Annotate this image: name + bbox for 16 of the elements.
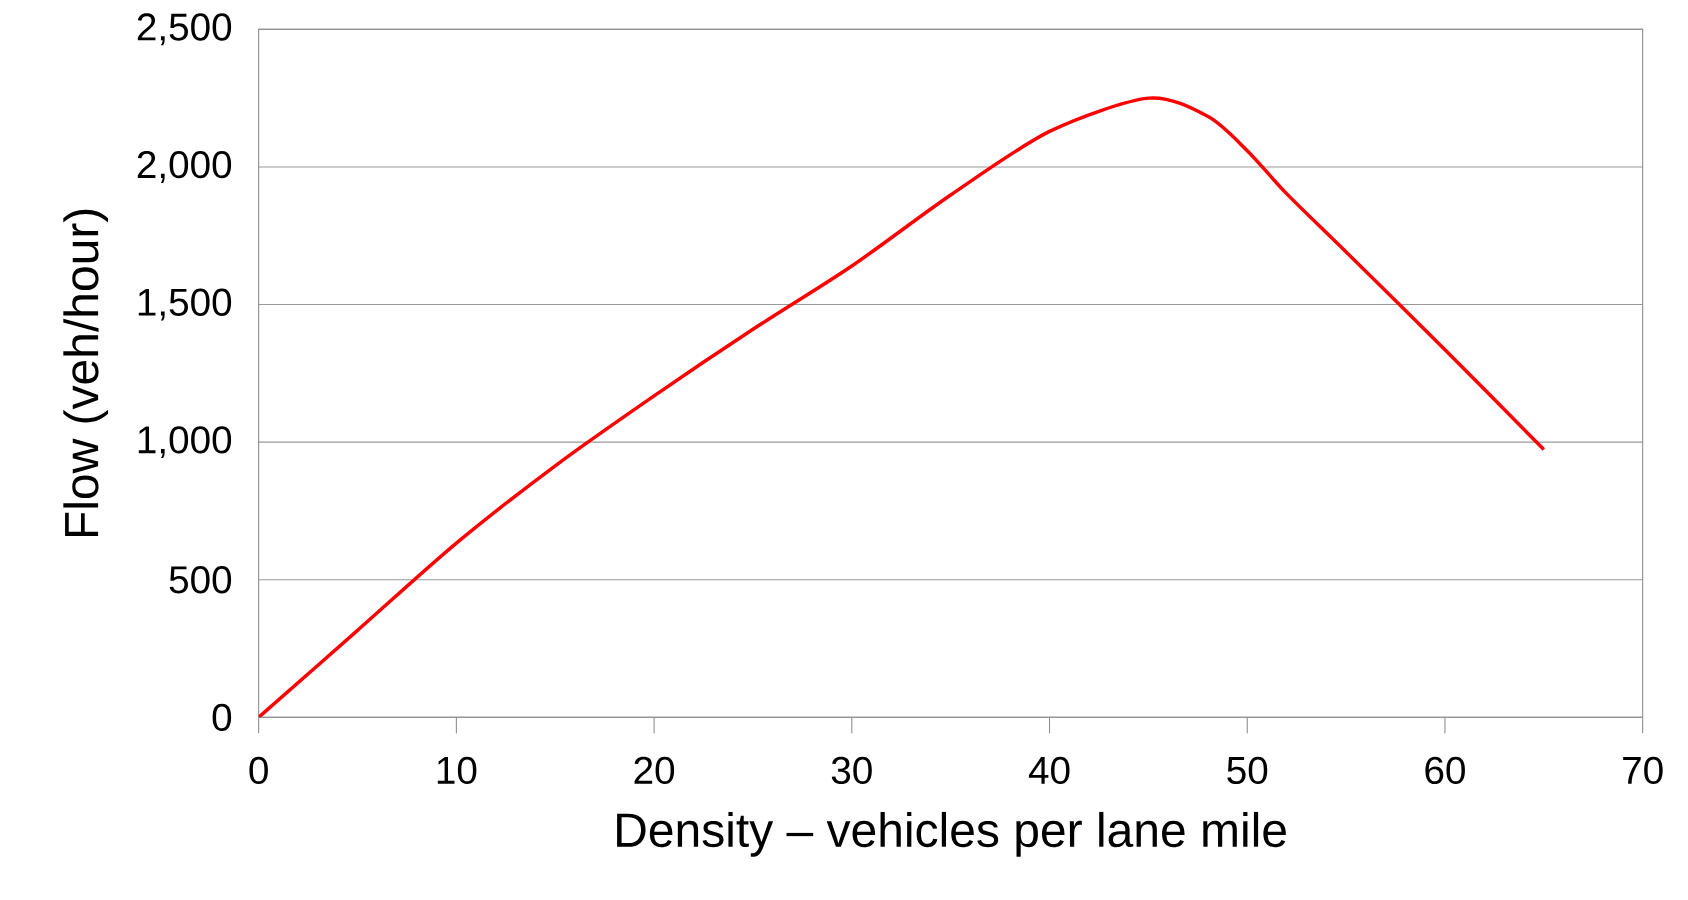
y-tick-label: 0 <box>212 703 232 732</box>
y-axis-title: Flow (veh/hour) <box>63 209 109 537</box>
x-tick-label: 50 <box>1227 756 1268 785</box>
y-tick-label: 2,000 <box>137 150 232 183</box>
x-tick-label: 70 <box>1623 756 1663 785</box>
y-tick-label: 1,500 <box>138 288 232 321</box>
x-tick-label: 20 <box>634 756 675 785</box>
x-tick-label: 30 <box>831 756 872 785</box>
x-tick-label: 10 <box>437 756 477 785</box>
x-axis-title: Density – vehicles per lane mile <box>617 811 1286 857</box>
x-tick-label: 0 <box>249 756 268 785</box>
y-tick-label: 500 <box>169 566 232 594</box>
y-tick-label: 2,500 <box>137 13 232 46</box>
y-tick-label: 1,000 <box>138 426 232 459</box>
x-tick-label: 40 <box>1028 756 1070 785</box>
x-tick-label: 60 <box>1425 756 1465 785</box>
